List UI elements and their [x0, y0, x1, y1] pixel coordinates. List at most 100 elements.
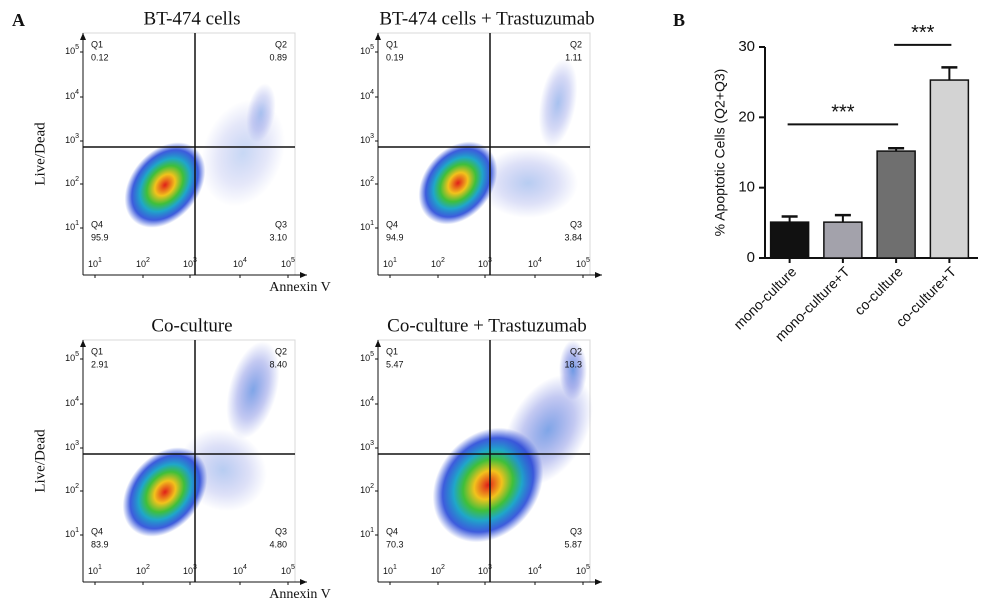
tick-exponent: 2	[75, 176, 79, 183]
plot-title: BT-474 cells	[144, 8, 241, 29]
tick-exponent: 4	[370, 396, 374, 403]
x-tick-label: 102	[136, 564, 150, 577]
tick-base: 10	[360, 529, 370, 539]
significance-label: ***	[911, 22, 935, 44]
y-tick-label: 102	[65, 176, 79, 189]
x-tick-label: 105	[576, 564, 590, 577]
tick-exponent: 3	[370, 440, 374, 447]
tick-base: 10	[281, 566, 291, 576]
flow-plot: BT-474 cells1011011021021031031041041051…	[65, 8, 307, 278]
tick-exponent: 4	[538, 564, 542, 571]
tick-exponent: 4	[75, 89, 79, 96]
y-tick-label: 105	[65, 44, 79, 57]
y-tick-label: 0	[747, 249, 755, 266]
quadrant-value: 3.84	[564, 232, 582, 242]
quadrant-name: Q1	[91, 346, 103, 356]
y-tick-label: 103	[360, 440, 374, 453]
y-tick-label: 102	[360, 483, 374, 496]
tick-base: 10	[383, 259, 393, 269]
quadrant-value: 5.87	[564, 539, 582, 549]
tick-exponent: 3	[488, 564, 492, 571]
tick-base: 10	[65, 91, 75, 101]
tick-base: 10	[360, 222, 370, 232]
tick-base: 10	[88, 259, 98, 269]
flow-plot: BT-474 cells + Trastuzumab10110110210210…	[360, 8, 602, 278]
y-tick-label: 104	[360, 89, 374, 102]
tick-base: 10	[383, 566, 393, 576]
x-tick-label: 101	[88, 257, 102, 270]
tick-exponent: 3	[488, 257, 492, 264]
y-tick-label: 103	[65, 133, 79, 146]
x-tick-label: co-culture	[851, 263, 906, 318]
quadrant-name: Q4	[386, 526, 398, 536]
significance-label: ***	[831, 102, 855, 124]
cell-population	[226, 341, 280, 439]
x-tick-label: 104	[528, 257, 542, 270]
x-tick-label: 104	[528, 564, 542, 577]
tick-exponent: 3	[75, 133, 79, 140]
tick-exponent: 4	[370, 89, 374, 96]
cell-population	[246, 83, 276, 143]
tick-base: 10	[65, 485, 75, 495]
tick-base: 10	[65, 529, 75, 539]
quadrant-value: 0.89	[269, 52, 287, 62]
tick-base: 10	[478, 566, 488, 576]
tick-exponent: 1	[98, 257, 102, 264]
y-tick-label: 104	[65, 396, 79, 409]
y-tick-label: 30	[738, 38, 755, 55]
x-tick-label: 104	[233, 564, 247, 577]
quadrant-name: Q2	[570, 39, 582, 49]
tick-exponent: 4	[538, 257, 542, 264]
quadrant-name: Q4	[91, 219, 103, 229]
tick-exponent: 2	[146, 564, 150, 571]
tick-base: 10	[65, 442, 75, 452]
y-tick-label: 10	[738, 179, 755, 196]
quadrant-name: Q3	[570, 526, 582, 536]
tick-base: 10	[183, 259, 193, 269]
tick-base: 10	[478, 259, 488, 269]
x-tick-label: 103	[183, 257, 197, 270]
y-tick-label: 104	[65, 89, 79, 102]
tick-exponent: 3	[193, 257, 197, 264]
tick-exponent: 3	[370, 133, 374, 140]
tick-base: 10	[576, 259, 586, 269]
y-tick-label: 101	[360, 220, 374, 233]
plot-title: Co-culture	[151, 315, 232, 336]
tick-base: 10	[65, 222, 75, 232]
x-tick-label: 101	[383, 564, 397, 577]
tick-base: 10	[65, 398, 75, 408]
quadrant-value: 95.9	[91, 232, 109, 242]
tick-exponent: 2	[441, 564, 445, 571]
x-tick-label: 103	[478, 257, 492, 270]
cell-population	[418, 141, 498, 225]
quadrant-value: 70.3	[386, 539, 404, 549]
quadrant-name: Q4	[386, 219, 398, 229]
y-tick-label: 101	[65, 527, 79, 540]
y-axis-label: Live/Dead	[32, 122, 48, 186]
y-tick-label: 101	[360, 527, 374, 540]
x-tick-label: 101	[88, 564, 102, 577]
tick-base: 10	[65, 178, 75, 188]
flow-plot: Co-culture + Trastuzumab1011011021021031…	[360, 315, 602, 585]
tick-base: 10	[360, 485, 370, 495]
cell-population	[124, 142, 206, 228]
tick-base: 10	[528, 259, 538, 269]
quadrant-value: 0.19	[386, 52, 404, 62]
tick-base: 10	[65, 46, 75, 56]
tick-base: 10	[360, 91, 370, 101]
flow-plot: Co-culture101101102102103103104104105105…	[65, 315, 307, 585]
y-tick-label: 103	[65, 440, 79, 453]
tick-exponent: 1	[393, 564, 397, 571]
bar	[769, 221, 810, 259]
y-tick-label: 104	[360, 396, 374, 409]
tick-exponent: 5	[291, 257, 295, 264]
y-tick-label: 102	[65, 483, 79, 496]
tick-exponent: 1	[75, 220, 79, 227]
tick-exponent: 3	[75, 440, 79, 447]
tick-base: 10	[65, 353, 75, 363]
tick-exponent: 5	[75, 44, 79, 51]
x-tick-label: 102	[431, 257, 445, 270]
tick-base: 10	[65, 135, 75, 145]
quadrant-value: 5.47	[386, 359, 404, 369]
